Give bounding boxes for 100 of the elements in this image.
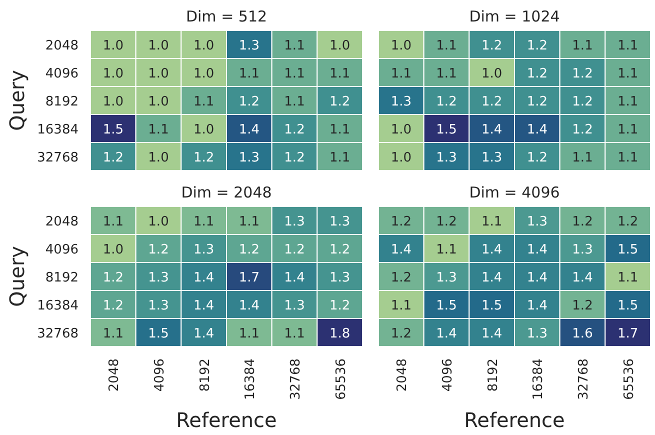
data-label: 1.1 (617, 38, 638, 54)
data-label: 1.3 (436, 150, 457, 166)
x-tick-label: 2048 (107, 358, 122, 392)
data-label: 1.0 (102, 66, 124, 82)
data-label: 1.2 (572, 214, 593, 230)
data-label: 1.1 (329, 150, 350, 166)
data-label: 1.2 (526, 94, 548, 110)
chart-title: Dim = 4096 (469, 184, 560, 202)
x-axis-title: Reference (176, 408, 277, 432)
data-label: 1.5 (617, 298, 638, 314)
x-tick-label: 65536 (334, 358, 349, 400)
data-label: 1.1 (284, 326, 305, 342)
data-label: 1.1 (572, 150, 593, 166)
data-label: 1.2 (102, 270, 124, 286)
data-label: 1.3 (526, 214, 548, 230)
x-tick-label: 4096 (152, 358, 168, 392)
data-label: 1.1 (617, 150, 638, 166)
x-tick-label: 16384 (243, 358, 258, 400)
data-label: 1.2 (390, 326, 412, 342)
data-label: 1.4 (193, 298, 214, 314)
data-label: 1.2 (572, 94, 593, 110)
data-label: 1.1 (617, 66, 638, 82)
y-tick-label: 2048 (45, 38, 79, 54)
data-label: 1.2 (572, 122, 593, 138)
data-label: 1.2 (390, 270, 412, 286)
data-label: 1.0 (148, 38, 169, 54)
data-label: 1.5 (481, 298, 502, 314)
data-label: 1.2 (329, 242, 350, 258)
data-label: 1.4 (526, 242, 548, 258)
data-label: 1.3 (481, 150, 502, 166)
data-label: 1.3 (572, 242, 593, 258)
data-label: 1.1 (617, 270, 638, 286)
data-label: 1.2 (572, 298, 593, 314)
data-label: 1.2 (329, 298, 350, 314)
data-label: 1.3 (284, 214, 305, 230)
data-label: 1.4 (481, 242, 502, 258)
chart-title: Dim = 512 (186, 8, 268, 26)
data-label: 1.2 (526, 150, 548, 166)
data-label: 1.3 (148, 270, 169, 286)
data-label: 1.3 (284, 298, 305, 314)
data-label: 1.0 (102, 242, 124, 258)
data-label: 1.2 (329, 94, 350, 110)
data-label: 1.7 (238, 270, 260, 286)
data-label: 1.2 (526, 38, 548, 54)
data-label: 1.1 (148, 122, 169, 138)
data-label: 1.2 (284, 150, 305, 166)
data-label: 1.4 (572, 270, 593, 286)
data-label: 1.2 (102, 298, 124, 314)
data-label: 1.2 (436, 94, 457, 110)
data-label: 1.1 (481, 214, 502, 230)
data-label: 1.2 (572, 66, 593, 82)
data-label: 1.2 (617, 214, 638, 230)
data-label: 1.1 (436, 66, 457, 82)
x-tick-label: 32768 (288, 358, 304, 400)
y-tick-label: 16384 (37, 298, 79, 314)
data-label: 1.6 (572, 326, 593, 342)
data-label: 1.0 (390, 150, 412, 166)
data-label: 1.4 (238, 122, 260, 138)
x-tick-label: 65536 (622, 358, 637, 400)
data-label: 1.4 (436, 326, 457, 342)
data-label: 1.4 (526, 122, 548, 138)
data-label: 1.0 (148, 94, 169, 110)
data-label: 1.1 (329, 122, 350, 138)
data-label: 1.2 (238, 94, 260, 110)
data-label: 1.2 (436, 214, 457, 230)
y-tick-label: 4096 (45, 242, 79, 258)
data-label: 1.0 (148, 150, 169, 166)
data-label: 1.1 (284, 66, 305, 82)
data-label: 1.2 (481, 38, 502, 54)
data-label: 1.3 (148, 298, 169, 314)
data-label: 1.0 (390, 122, 412, 138)
data-label: 1.1 (193, 214, 214, 230)
y-axis-title: Query (5, 70, 30, 131)
data-label: 1.0 (193, 38, 214, 54)
data-label: 1.1 (329, 66, 350, 82)
data-label: 1.2 (526, 66, 548, 82)
data-label: 1.3 (390, 94, 412, 110)
data-label: 1.0 (329, 38, 350, 54)
data-label: 1.3 (329, 270, 350, 286)
data-label: 1.5 (436, 122, 457, 138)
data-label: 1.0 (102, 94, 124, 110)
data-label: 1.1 (617, 94, 638, 110)
x-axis-title: Reference (464, 408, 565, 432)
data-label: 1.1 (238, 214, 260, 230)
data-label: 1.4 (481, 122, 502, 138)
data-label: 1.3 (436, 270, 457, 286)
data-label: 1.4 (193, 270, 214, 286)
data-label: 1.8 (329, 326, 350, 342)
data-label: 1.4 (390, 242, 412, 258)
data-label: 1.2 (102, 150, 124, 166)
y-tick-label: 2048 (45, 214, 79, 230)
data-label: 1.5 (436, 298, 457, 314)
data-label: 1.3 (526, 326, 548, 342)
data-label: 1.0 (481, 66, 502, 82)
x-tick-label: 16384 (531, 358, 546, 400)
y-tick-label: 32768 (37, 150, 79, 166)
data-label: 1.1 (193, 94, 214, 110)
data-label: 1.1 (238, 326, 260, 342)
x-tick-label: 2048 (395, 358, 410, 392)
data-label: 1.1 (102, 326, 124, 342)
